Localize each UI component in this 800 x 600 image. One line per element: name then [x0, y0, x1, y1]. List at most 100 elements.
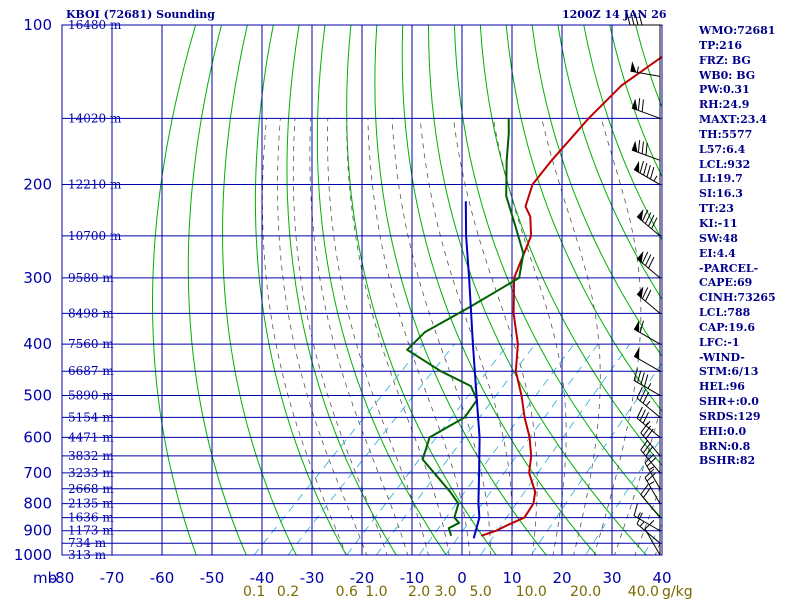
wind-barb-half-feather	[637, 512, 641, 518]
wind-barb-feather	[640, 439, 649, 451]
wind-barb	[644, 520, 661, 556]
wind-barb-flag	[637, 250, 644, 263]
wind-barb-shaft	[633, 328, 661, 345]
wind-barb-feather	[648, 214, 655, 227]
index-entry: TT:23	[699, 202, 734, 216]
mixing-ratio-line	[530, 362, 662, 555]
wind-barb	[631, 140, 661, 161]
wind-barb-feather	[641, 287, 649, 299]
wind-barb-feather	[642, 411, 650, 424]
pressure-tick-label: 600	[23, 428, 52, 446]
pressure-tick-label: 1000	[14, 546, 52, 564]
pressure-tick-label: 500	[23, 386, 52, 404]
height-label: 8498 m	[68, 306, 114, 320]
wind-barb-feather	[639, 389, 646, 401]
wind-barb	[644, 468, 661, 504]
wind-barb-feather	[633, 368, 638, 381]
wind-barb	[631, 98, 661, 119]
dry-adiabat	[152, 25, 197, 555]
wind-barb-flag	[631, 98, 638, 111]
wind-barb	[633, 347, 661, 372]
wind-barb	[633, 160, 661, 185]
mixing-ratio-label: 20.0	[570, 584, 601, 600]
dry-adiabat	[401, 25, 597, 555]
pressure-tick-label: 800	[23, 495, 52, 513]
wind-barb-shaft	[640, 494, 661, 518]
temperature-tick-label: -50	[200, 569, 225, 587]
height-label: 1173 m	[68, 524, 114, 538]
wind-barb-feather	[645, 445, 654, 457]
pressure-tick-label: 700	[23, 464, 52, 482]
wind-barb	[636, 512, 661, 544]
chart-title: KBOI (72681) Sounding	[66, 8, 215, 21]
index-entry: PW:0.31	[699, 83, 750, 97]
height-label: 16480 m	[68, 18, 122, 32]
height-label: 7560 m	[68, 337, 114, 351]
moist-adiabat	[453, 118, 538, 555]
height-label: 2668 m	[68, 482, 114, 496]
index-entry: RH:24.9	[699, 98, 750, 112]
index-entry: EHI:0.0	[699, 424, 747, 438]
wind-barb-feather	[636, 512, 643, 525]
wind-barb-feather	[640, 484, 649, 495]
index-entry: WB0: BG	[699, 68, 756, 82]
mixing-ratio-line	[375, 343, 536, 555]
height-label: 3233 m	[68, 466, 114, 480]
index-entry: LI:19.7	[699, 172, 743, 186]
moist-adiabat	[277, 118, 368, 555]
wind-barb-feather	[642, 391, 650, 404]
moist-adiabat	[309, 118, 409, 555]
wind-barb	[626, 12, 660, 26]
index-entry: SRDS:129	[699, 409, 761, 423]
moist-adiabat	[614, 402, 662, 555]
wind-barb-feather	[636, 406, 643, 419]
wind-barb-shaft	[631, 107, 661, 119]
wind-barb-feather	[641, 141, 644, 154]
mixing-ratio-label: 3.0	[434, 584, 456, 600]
mixing-ratio-label: 0.6	[336, 584, 358, 600]
mixing-ratio-label: 2.0	[408, 584, 430, 600]
temperature-tick-label: 40	[652, 569, 671, 587]
wind-barb-shaft	[640, 449, 661, 474]
wind-barb-flag	[634, 347, 640, 360]
dry-adiabat	[187, 25, 247, 555]
wind-barb-feather	[644, 212, 652, 224]
wind-barb	[636, 286, 661, 314]
wind-barb-half-feather	[645, 420, 651, 427]
height-label: 734 m	[68, 536, 107, 550]
mixing-ratio-label: 0.2	[277, 584, 299, 600]
wind-barb-flag	[637, 208, 644, 221]
dry-adiabat	[286, 25, 397, 555]
mixing-ratio-unit: g/kg	[662, 584, 693, 600]
wind-barb	[633, 320, 661, 345]
x-axis-title: mb	[33, 569, 57, 587]
wind-barb-feather	[630, 12, 635, 26]
wind-barbs	[626, 12, 661, 556]
wind-barb-flag	[634, 160, 640, 173]
index-entry: -PARCEL-	[699, 261, 759, 275]
index-entry: SW:48	[699, 231, 738, 245]
temperature-tick-label: -60	[150, 569, 175, 587]
wind-barb-feather	[637, 140, 641, 153]
wind-barb	[636, 250, 661, 279]
wind-barb-feather	[642, 425, 651, 437]
wind-barb-half-feather	[648, 466, 655, 471]
wind-barb-half-feather	[648, 481, 655, 486]
index-entry: KI:-11	[699, 216, 738, 230]
wind-barb-shaft	[636, 417, 661, 438]
height-label: 10700 m	[68, 229, 122, 243]
temperature-tick-label: -80	[50, 569, 75, 587]
index-entry: STM:6/13	[699, 365, 759, 379]
index-entry: HEL:96	[699, 380, 745, 394]
wind-barb	[636, 386, 661, 418]
mixing-ratio-line	[253, 343, 424, 555]
wind-barb-feather	[651, 217, 658, 230]
chart-timestamp: 1200Z 14 JAN 26	[562, 8, 667, 21]
moist-adiabat	[292, 118, 388, 555]
mixing-ratio-label: 10.0	[516, 584, 547, 600]
wind-barb-feather	[637, 370, 642, 383]
index-entry: LFC:-1	[699, 335, 740, 349]
wind-barb	[636, 406, 661, 438]
wind-barb	[630, 61, 661, 77]
